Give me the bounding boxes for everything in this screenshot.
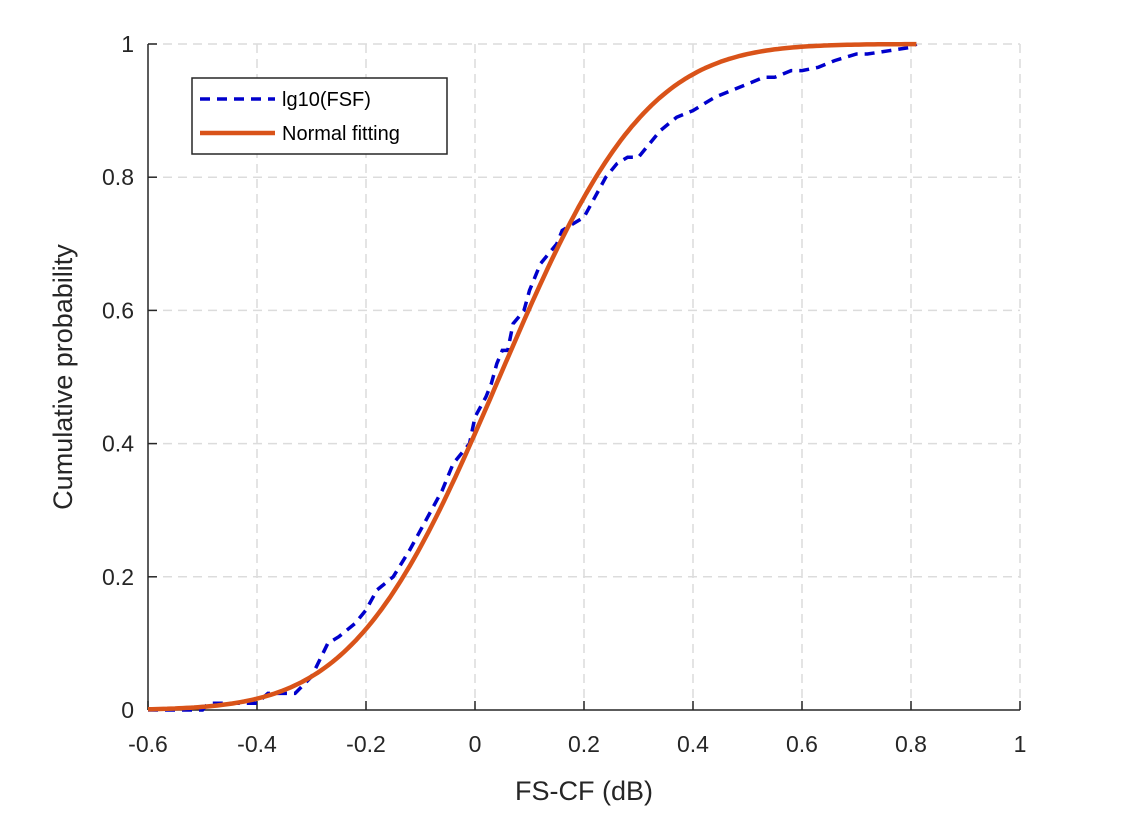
legend-box <box>191 77 448 155</box>
grid-lines <box>148 43 1021 710</box>
x-tick-label: 0.6 <box>786 731 818 757</box>
x-tick-label: 0.4 <box>677 731 709 757</box>
y-axis-ticks: 0 0.2 0.4 0.6 0.8 1 <box>102 31 157 723</box>
x-tick-label: -0.6 <box>128 731 168 757</box>
y-tick-label: 1 <box>121 31 134 57</box>
data-series <box>147 41 918 712</box>
x-tick-label: 1 <box>1014 731 1027 757</box>
y-tick-label: 0.6 <box>102 297 134 323</box>
x-tick-label: 0.8 <box>895 731 927 757</box>
x-tick-label: 0.2 <box>568 731 600 757</box>
legend-label-series-2: Normal fitting <box>282 123 400 145</box>
x-axis-ticks: -0.6 -0.4 -0.2 0 0.2 0.4 0.6 0.8 1 <box>128 701 1026 757</box>
series-normal-fitting-line <box>147 41 917 712</box>
y-tick-label: 0.8 <box>102 164 134 190</box>
legend-label-series-1: lg10(FSF) <box>282 89 371 111</box>
x-tick-label: 0 <box>469 731 482 757</box>
y-tick-label: 0.2 <box>102 564 134 590</box>
x-tick-label: -0.4 <box>237 731 277 757</box>
x-axis-title: FS-CF (dB) <box>515 776 653 806</box>
y-axis-title: Cumulative probability <box>48 244 78 510</box>
y-tick-label: 0.4 <box>102 431 134 457</box>
y-tick-label: 0 <box>121 697 134 723</box>
legend: lg10(FSF) Normal fitting <box>191 77 448 155</box>
x-tick-label: -0.2 <box>346 731 386 757</box>
